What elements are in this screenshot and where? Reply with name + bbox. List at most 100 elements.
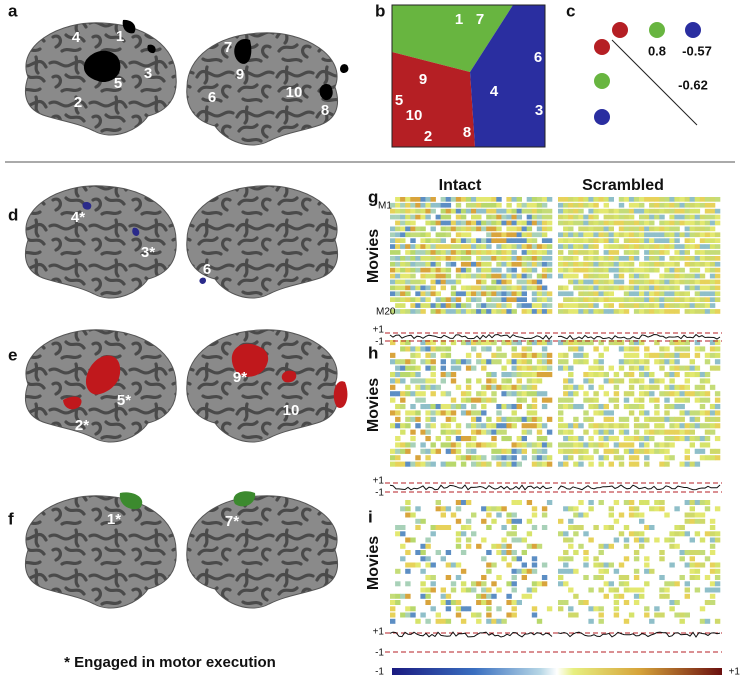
heatmap-cell <box>526 391 533 397</box>
heatmap-cell <box>699 261 706 267</box>
heatmap-cell <box>608 448 614 454</box>
heatmap-cell <box>465 423 472 429</box>
heatmap-cell <box>511 525 517 530</box>
heatmap-cell <box>476 238 482 243</box>
heatmap-cell <box>563 556 569 562</box>
heatmap-cell <box>573 220 579 226</box>
heatmap-cell <box>583 238 589 243</box>
heatmap-cell <box>644 232 650 238</box>
heatmap-cell <box>481 556 487 562</box>
heatmap-cell <box>699 606 706 612</box>
heatmap-cell <box>563 220 569 226</box>
heatmap-cell <box>506 279 512 285</box>
heatmap-cell <box>628 378 635 384</box>
heatmap-cell <box>568 365 574 371</box>
heatmap-cell <box>491 303 497 308</box>
heatmap-cell <box>541 297 548 302</box>
heatmap-cell <box>568 256 574 261</box>
heatmap-cell <box>531 587 538 593</box>
heatmap-cell <box>460 291 467 297</box>
heatmap-cell <box>704 220 711 226</box>
heatmap-cell <box>546 606 553 612</box>
heatmap-cell <box>506 612 512 618</box>
heatmap-cell <box>415 397 421 403</box>
heatmap-cell <box>526 352 533 358</box>
heatmap-cell <box>445 436 452 442</box>
heatmap-cell <box>573 423 579 429</box>
heatmap-cell <box>405 297 411 302</box>
heatmap-cell <box>689 429 695 435</box>
heatmap-cell <box>598 267 604 273</box>
heatmap-cell <box>420 303 426 308</box>
heatmap-cell <box>481 261 487 267</box>
heatmap-cell <box>405 365 411 371</box>
heatmap-cell <box>541 291 548 297</box>
heatmap-cell <box>644 410 650 416</box>
heatmap-cell <box>583 410 589 416</box>
heatmap-cell <box>460 587 467 593</box>
heatmap-cell <box>465 220 472 226</box>
heatmap-cell <box>445 232 452 238</box>
heatmap-cell <box>476 416 482 422</box>
heatmap-cell <box>598 220 604 226</box>
heatmap-cell <box>496 423 502 429</box>
heatmap-cell <box>613 391 620 397</box>
heatmap-cell <box>593 273 599 279</box>
heatmap-cell <box>689 372 695 378</box>
heatmap-cell <box>496 618 502 624</box>
heatmap-cell <box>471 397 477 403</box>
heatmap-cell <box>633 232 640 238</box>
heatmap-cell <box>669 208 675 214</box>
heatmap-cell <box>511 575 517 580</box>
heatmap-cell <box>679 556 685 562</box>
heatmap-cell <box>709 340 716 346</box>
cortex-surface <box>24 495 177 609</box>
heatmap-cell <box>410 214 416 220</box>
heatmap-cell <box>516 404 522 410</box>
heatmap-cell <box>541 372 548 378</box>
heatmap-cell <box>395 214 401 220</box>
heatmap-cell <box>501 461 507 467</box>
heatmap-cell <box>679 352 685 358</box>
heatmap-cell <box>563 285 569 291</box>
heatmap-cell <box>704 202 711 208</box>
heatmap-cell <box>694 303 701 308</box>
heatmap-cell <box>430 410 436 416</box>
heatmap-cell <box>450 587 457 593</box>
heatmap-cell <box>506 404 512 410</box>
heatmap-cell <box>521 423 527 429</box>
heatmap-cell <box>583 285 589 291</box>
heatmap-cell <box>531 261 538 267</box>
correlation: -0.62 <box>678 77 708 92</box>
heatmap-cell <box>649 297 655 302</box>
heatmap-cell <box>593 267 599 273</box>
heatmap-cell <box>511 600 517 605</box>
heatmap-cell <box>583 197 589 202</box>
heatmap-cell <box>598 618 604 624</box>
heatmap-cell <box>628 256 635 261</box>
heatmap-cell <box>445 208 452 214</box>
heatmap-cell <box>546 455 553 461</box>
heatmap-cell <box>623 238 630 243</box>
heatmap-cell <box>476 429 482 435</box>
panel-label: h <box>368 343 378 362</box>
heatmap-cell <box>541 391 548 397</box>
heatmap-cell <box>603 226 609 232</box>
heatmap-cell <box>405 208 411 214</box>
heatmap-cell <box>623 220 630 226</box>
activation <box>119 492 143 510</box>
heatmap-cell <box>430 220 436 226</box>
heatmap-cell <box>440 378 446 384</box>
heatmap-cell <box>531 365 538 371</box>
heatmap-cell <box>588 244 594 249</box>
heatmap-cell <box>471 208 477 214</box>
heatmap-cell <box>714 267 721 273</box>
heatmap-cell <box>531 279 538 285</box>
heatmap-cell <box>623 575 630 580</box>
heatmap-cell <box>709 285 716 291</box>
heatmap-cell <box>704 455 711 461</box>
heatmap-cell <box>445 256 452 261</box>
heatmap-cell <box>496 273 502 279</box>
heatmap-cell <box>654 226 660 232</box>
heatmap-cell <box>704 267 711 273</box>
